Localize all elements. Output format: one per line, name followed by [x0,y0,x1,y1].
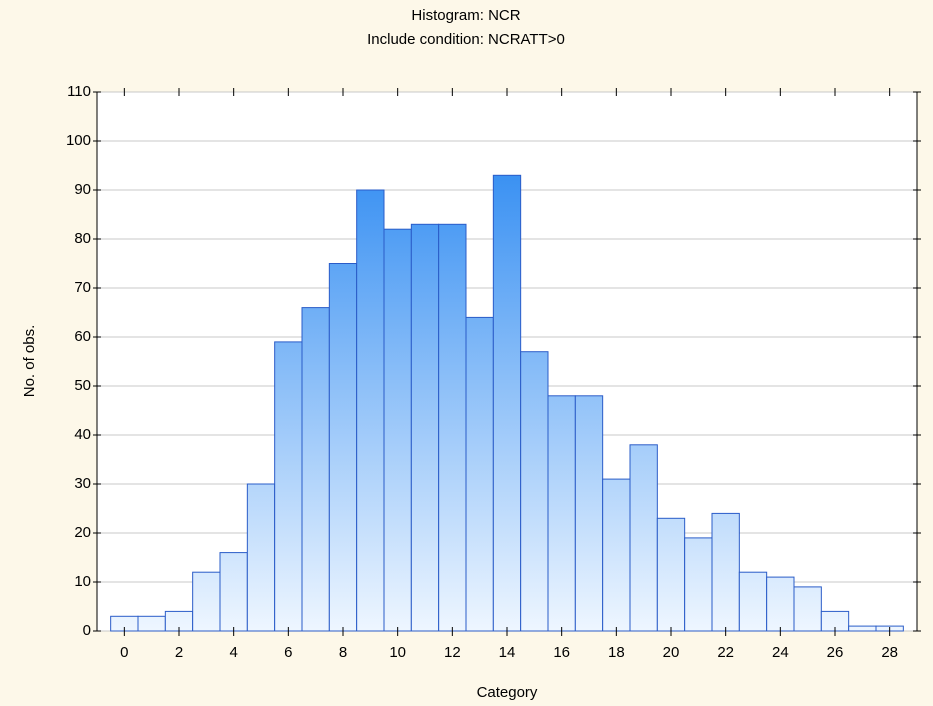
x-tick-label: 28 [881,644,898,661]
y-tick-label: 100 [66,132,91,149]
y-tick-label: 50 [74,377,91,394]
bar [274,341,303,632]
y-axis-label: No. of obs. [21,325,38,398]
x-tick-label: 16 [553,644,570,661]
bar [137,615,166,632]
bar [246,483,276,632]
bar [465,316,494,632]
x-axis-label: Category [477,684,538,701]
bar [848,625,877,632]
x-tick-label: 10 [389,644,406,661]
bar [684,537,713,632]
bar [711,512,740,632]
bar [574,395,604,632]
bar [492,174,522,632]
x-tick-label: 0 [120,644,128,661]
bar [547,395,576,632]
bar [629,444,658,632]
x-tick-label: 20 [663,644,680,661]
bar [301,307,330,632]
y-tick-label: 0 [83,622,91,639]
chart-title: Histogram: NCR [411,7,520,24]
x-tick-label: 4 [229,644,237,661]
bar [793,586,822,632]
x-tick-label: 24 [772,644,789,661]
bar [738,571,768,632]
y-tick-label: 30 [74,475,91,492]
bar [766,576,795,632]
x-tick-label: 14 [499,644,516,661]
bar [383,228,412,632]
x-tick-label: 22 [717,644,734,661]
x-tick-label: 2 [175,644,183,661]
y-tick-label: 40 [74,426,91,443]
bar [438,223,467,632]
bar [192,571,221,632]
x-tick-label: 8 [339,644,347,661]
y-tick-label: 70 [74,279,91,296]
bar [219,552,248,632]
y-tick-label: 60 [74,328,91,345]
y-tick-label: 90 [74,181,91,198]
bar [656,517,686,632]
chart-subtitle: Include condition: NCRATT>0 [367,31,565,48]
y-tick-label: 10 [74,573,91,590]
x-tick-label: 6 [284,644,292,661]
bar [356,189,385,632]
x-tick-label: 26 [827,644,844,661]
y-tick-label: 20 [74,524,91,541]
bar [328,263,358,632]
x-tick-label: 12 [444,644,461,661]
x-tick-label: 18 [608,644,625,661]
bar [602,478,631,632]
y-tick-label: 80 [74,230,91,247]
bar [410,223,440,632]
y-tick-label: 110 [67,83,91,100]
bar [520,351,549,632]
